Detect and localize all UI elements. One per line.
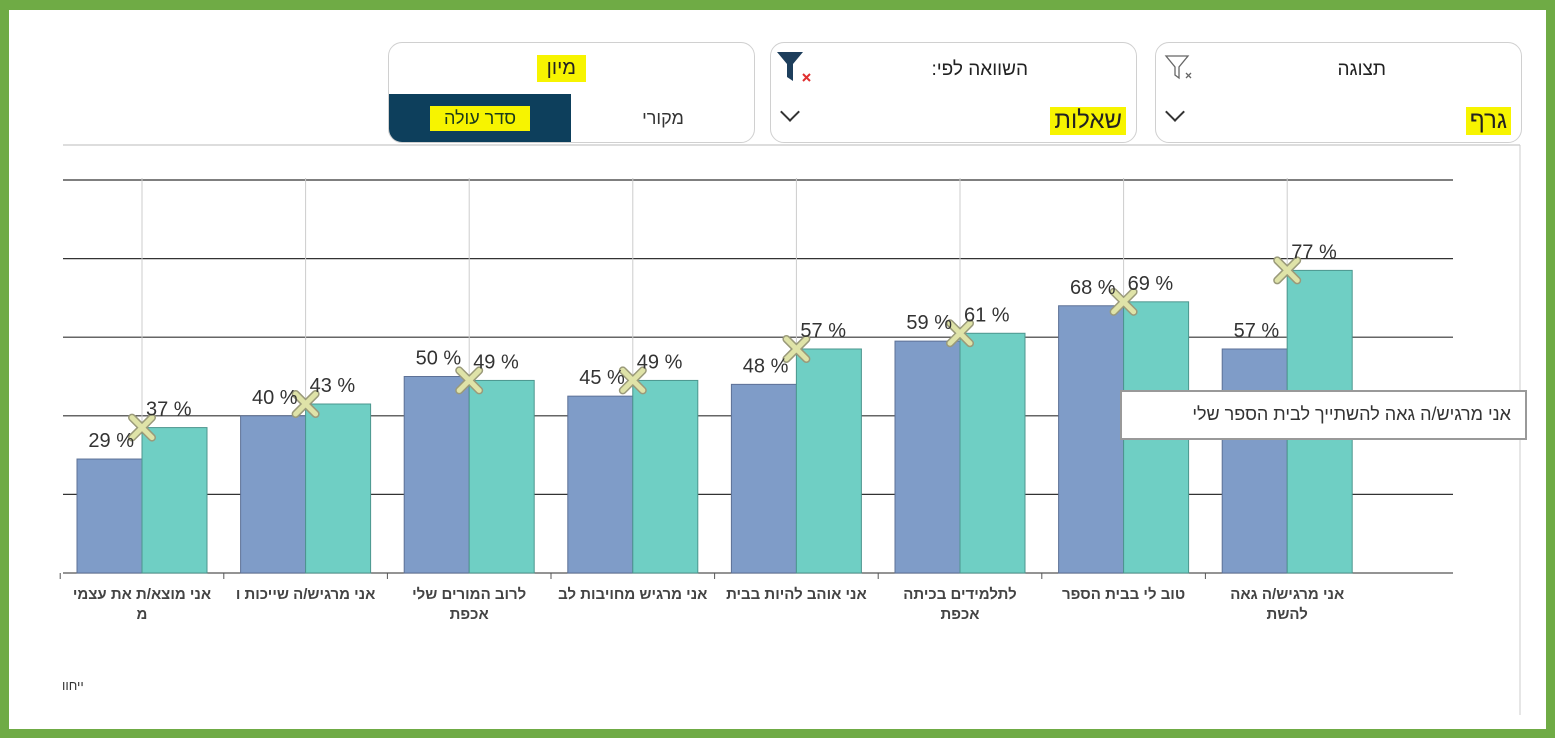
- data-label: 68 %: [1070, 277, 1116, 299]
- bar: [468, 379, 535, 574]
- tooltip: אני מרגיש/ה גאה להשתייך לבית הספר שלי: [1120, 390, 1527, 440]
- bar: [76, 458, 143, 574]
- marker: [129, 415, 155, 441]
- marker: [293, 391, 319, 417]
- compare-panel[interactable]: השוואה לפי: שאלות: [770, 42, 1137, 143]
- data-label: 49 %: [473, 351, 519, 373]
- bar: [567, 395, 634, 574]
- data-label: 61 %: [964, 304, 1010, 326]
- sort-option-active[interactable]: סדר עולה: [389, 94, 571, 142]
- marker: [456, 367, 482, 393]
- data-label: 57 %: [1234, 320, 1280, 342]
- bar: [1058, 305, 1125, 574]
- footer-text: ייחוו: [62, 678, 84, 693]
- data-label: 59 %: [906, 312, 952, 334]
- bar: [730, 383, 797, 574]
- data-label: 57 %: [800, 320, 846, 342]
- marker: [620, 367, 646, 393]
- x-tick-label: אני מרגיש מחויבות לב: [558, 586, 708, 603]
- bar: [403, 376, 470, 574]
- panel-value: גרף: [1465, 107, 1511, 135]
- marker: [1274, 257, 1300, 283]
- panel-value: שאלות: [1050, 107, 1126, 135]
- bar: [1221, 348, 1288, 574]
- x-tick-label: לרוב המורים שלי אכפת: [412, 586, 527, 623]
- bar: [240, 415, 307, 574]
- x-tick-label: טוב לי בבית הספר: [1062, 586, 1186, 603]
- bar: [141, 427, 208, 574]
- data-label: 49 %: [637, 351, 683, 373]
- marker: [783, 336, 809, 362]
- bar: [632, 379, 699, 574]
- data-label: 77 %: [1291, 241, 1337, 263]
- filter-icon[interactable]: [775, 49, 815, 85]
- data-label: 40 %: [252, 387, 298, 409]
- data-label: 48 %: [743, 355, 789, 377]
- sort-option-label: סדר עולה: [429, 105, 531, 131]
- x-tick-label: אני מרגיש/ה גאה להשת: [1230, 586, 1345, 623]
- x-tick-label: אני מרגיש/ה שייכות ו: [235, 586, 376, 603]
- data-label: 69 %: [1128, 273, 1174, 295]
- bar: [305, 403, 372, 574]
- bar: [894, 340, 961, 574]
- panel-title: תצוגה: [1337, 59, 1387, 80]
- sort-panel: מיון מקורי סדר עולה: [388, 42, 755, 143]
- marker: [947, 320, 973, 346]
- x-tick-label: אני אוהב להיות בבית: [726, 586, 867, 603]
- labels: 29 % 40 % 50 % 45 % 48 % 59 % 68 % 57 % 37 % 43 %…: [88, 241, 1337, 452]
- x-tick-label: אני מוצא/ת את עצמי מ: [72, 586, 212, 623]
- bar: [959, 332, 1026, 574]
- display-panel[interactable]: תצוגה גרף: [1155, 42, 1522, 143]
- data-label: 50 %: [416, 348, 462, 370]
- marker: [1111, 289, 1137, 315]
- sort-option[interactable]: מקורי: [642, 107, 684, 128]
- panel-title: השוואה לפי:: [931, 59, 1028, 80]
- data-label: 43 %: [310, 375, 356, 397]
- data-label: 29 %: [88, 430, 134, 452]
- panel-title: מיון: [536, 55, 586, 82]
- bar: [795, 348, 862, 574]
- x-tick-label: לתלמידים בכיתה אכפת: [903, 586, 1017, 623]
- data-label: 45 %: [579, 367, 625, 389]
- data-label: 37 %: [146, 399, 192, 421]
- filter-icon[interactable]: [1164, 53, 1194, 83]
